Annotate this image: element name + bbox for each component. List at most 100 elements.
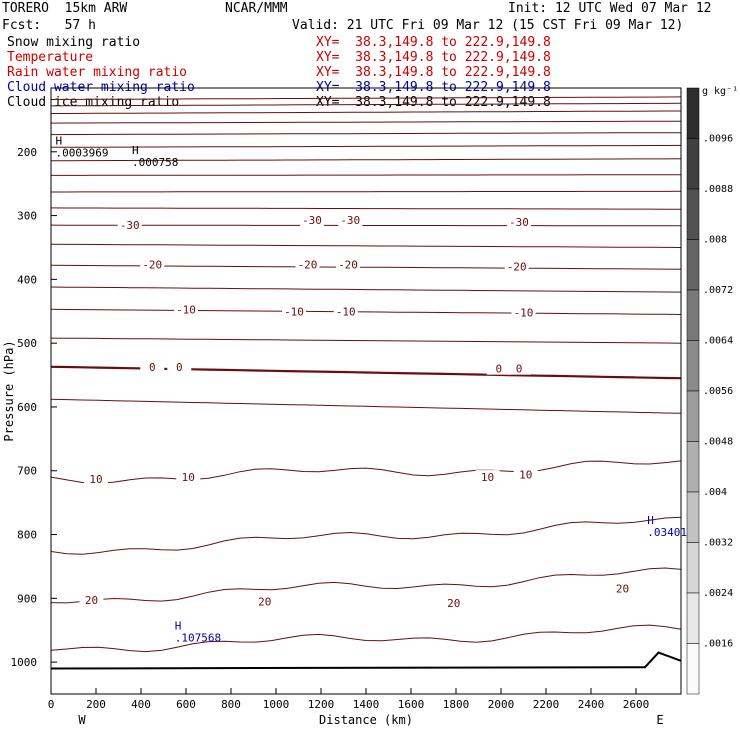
isotherm-line <box>50 96 682 100</box>
colorbar-segment <box>686 592 700 644</box>
contour-label: -30 <box>302 214 322 227</box>
contour-label: 0 <box>176 361 183 374</box>
field-xy-snow: XY= 38.3,149.8 to 222.9,149.8 <box>316 35 551 50</box>
forecast-hour: Fcst: 57 h <box>2 18 96 33</box>
contour-label-bg <box>174 302 198 316</box>
contour-label-bg <box>140 359 165 373</box>
contour-label-bg <box>338 213 363 227</box>
y-tick-label: 900 <box>17 592 37 605</box>
isotherm-layer <box>50 96 682 670</box>
contour-label-bg <box>336 257 360 271</box>
x-tick-label: 600 <box>176 698 196 711</box>
model-title: TORERO 15km ARW <box>2 1 128 16</box>
direction-east: E <box>656 713 663 727</box>
colorbar-tick-label: .0024 <box>703 588 733 599</box>
colorbar-segment <box>686 643 700 695</box>
contour-label-bg <box>441 595 466 609</box>
y-tick-label: 300 <box>17 210 37 223</box>
x-tick-label: 1200 <box>308 698 335 711</box>
x-tick-label: 2000 <box>488 698 515 711</box>
colorbar-tick-label: .0072 <box>703 285 733 296</box>
contour-label: 0 <box>149 361 156 374</box>
center-name: NCAR/MMM <box>225 1 288 16</box>
field-name-rain: Rain water mixing ratio <box>7 65 188 80</box>
contour-label: 10 <box>519 469 532 482</box>
x-tick-label: 1800 <box>443 698 470 711</box>
isotherm-line <box>50 460 682 484</box>
isotherm-line <box>50 567 682 604</box>
x-tick-label: 200 <box>86 698 106 711</box>
contour-label-bg <box>333 304 358 318</box>
isotherm-line <box>51 174 681 176</box>
isotherm-line <box>50 243 682 248</box>
x-tick-label: 400 <box>131 698 151 711</box>
contour-label: -30 <box>340 214 360 227</box>
colorbar-unit: g kg⁻¹ <box>702 86 738 97</box>
contour-label: -20 <box>507 261 527 274</box>
colorbar-tick-label: .0064 <box>703 336 733 347</box>
contour-label-bg <box>84 472 108 486</box>
high-marker: H <box>647 514 654 527</box>
y-tick-label: 800 <box>17 529 37 542</box>
x-tick-label: 2400 <box>578 698 605 711</box>
colorbar-segment <box>686 441 700 493</box>
valid-time: Valid: 21 UTC Fri 09 Mar 12 (15 CST Fri … <box>292 18 684 33</box>
colorbar-segment <box>686 239 700 291</box>
high-value: .034018 <box>647 526 693 539</box>
colorbar-segment <box>686 138 700 190</box>
isotherm-line <box>50 120 681 124</box>
colorbar-segment <box>686 87 700 139</box>
colorbar-segment <box>686 390 700 442</box>
contour-label-bg <box>513 467 538 481</box>
contour-label-bg <box>511 305 536 319</box>
y-tick-label: 400 <box>17 273 37 286</box>
colorbar-tick-label: .0016 <box>703 639 733 650</box>
x-tick-label: 0 <box>48 698 55 711</box>
isotherm-line <box>51 190 682 193</box>
y-tick-label: 600 <box>17 401 37 414</box>
contour-label-bg <box>504 259 529 273</box>
plot-frame <box>50 87 682 695</box>
colorbar-segment <box>686 340 700 392</box>
contour-label: -20 <box>338 259 358 272</box>
isotherm-line <box>50 132 681 136</box>
y-tick-label: 200 <box>17 146 37 159</box>
colorbar-tick-label: .0096 <box>703 134 733 145</box>
isotherm-line <box>51 110 681 114</box>
y-tick-label: 500 <box>17 337 37 350</box>
isotherm-line <box>51 144 682 148</box>
contour-label: -30 <box>509 216 529 229</box>
colorbar-segment <box>686 188 700 240</box>
high-value: .0003969 <box>56 147 109 160</box>
colorbar-segment <box>686 289 700 341</box>
contour-label-bg <box>507 361 531 375</box>
contour-label-bg <box>507 214 531 228</box>
field-xy-cloud-ice: XY= 38.3,149.8 to 222.9,149.8 <box>316 95 551 110</box>
contour-label: -20 <box>142 259 162 272</box>
x-tick-label: 1400 <box>353 698 380 711</box>
x-tick-label: 2600 <box>623 698 650 711</box>
contour-label: 0 <box>516 363 523 376</box>
colorbar-tick-label: .0048 <box>703 437 733 448</box>
colorbar-segment <box>686 491 700 543</box>
contour-label: 10 <box>89 473 102 486</box>
field-xy-temperature: XY= 38.3,149.8 to 222.9,149.8 <box>316 50 551 65</box>
field-name-snow: Snow mixing ratio <box>7 35 141 50</box>
colorbar: .0096 .0088 .008 .0072 .0064 .0056 .0048 .004 .0… <box>686 86 738 695</box>
high-value: .107568 <box>175 631 221 644</box>
y-tick-label: 700 <box>17 465 37 478</box>
isotherm-line <box>50 224 681 227</box>
contour-label: 20 <box>616 583 629 596</box>
contour-label-bg <box>140 257 165 271</box>
field-xy-rain: XY= 38.3,149.8 to 222.9,149.8 <box>316 65 551 80</box>
contour-label-bg <box>282 304 306 318</box>
isotherm-line <box>50 337 682 344</box>
contour-label: 20 <box>85 594 98 607</box>
colorbar-tick-label: .0032 <box>703 538 733 549</box>
contour-label-bg <box>176 470 201 484</box>
colorbar-tick-label: .004 <box>703 487 727 498</box>
contour-label: -10 <box>284 305 304 318</box>
init-time: Init: 12 UTC Wed 07 Mar 12 <box>508 1 712 16</box>
